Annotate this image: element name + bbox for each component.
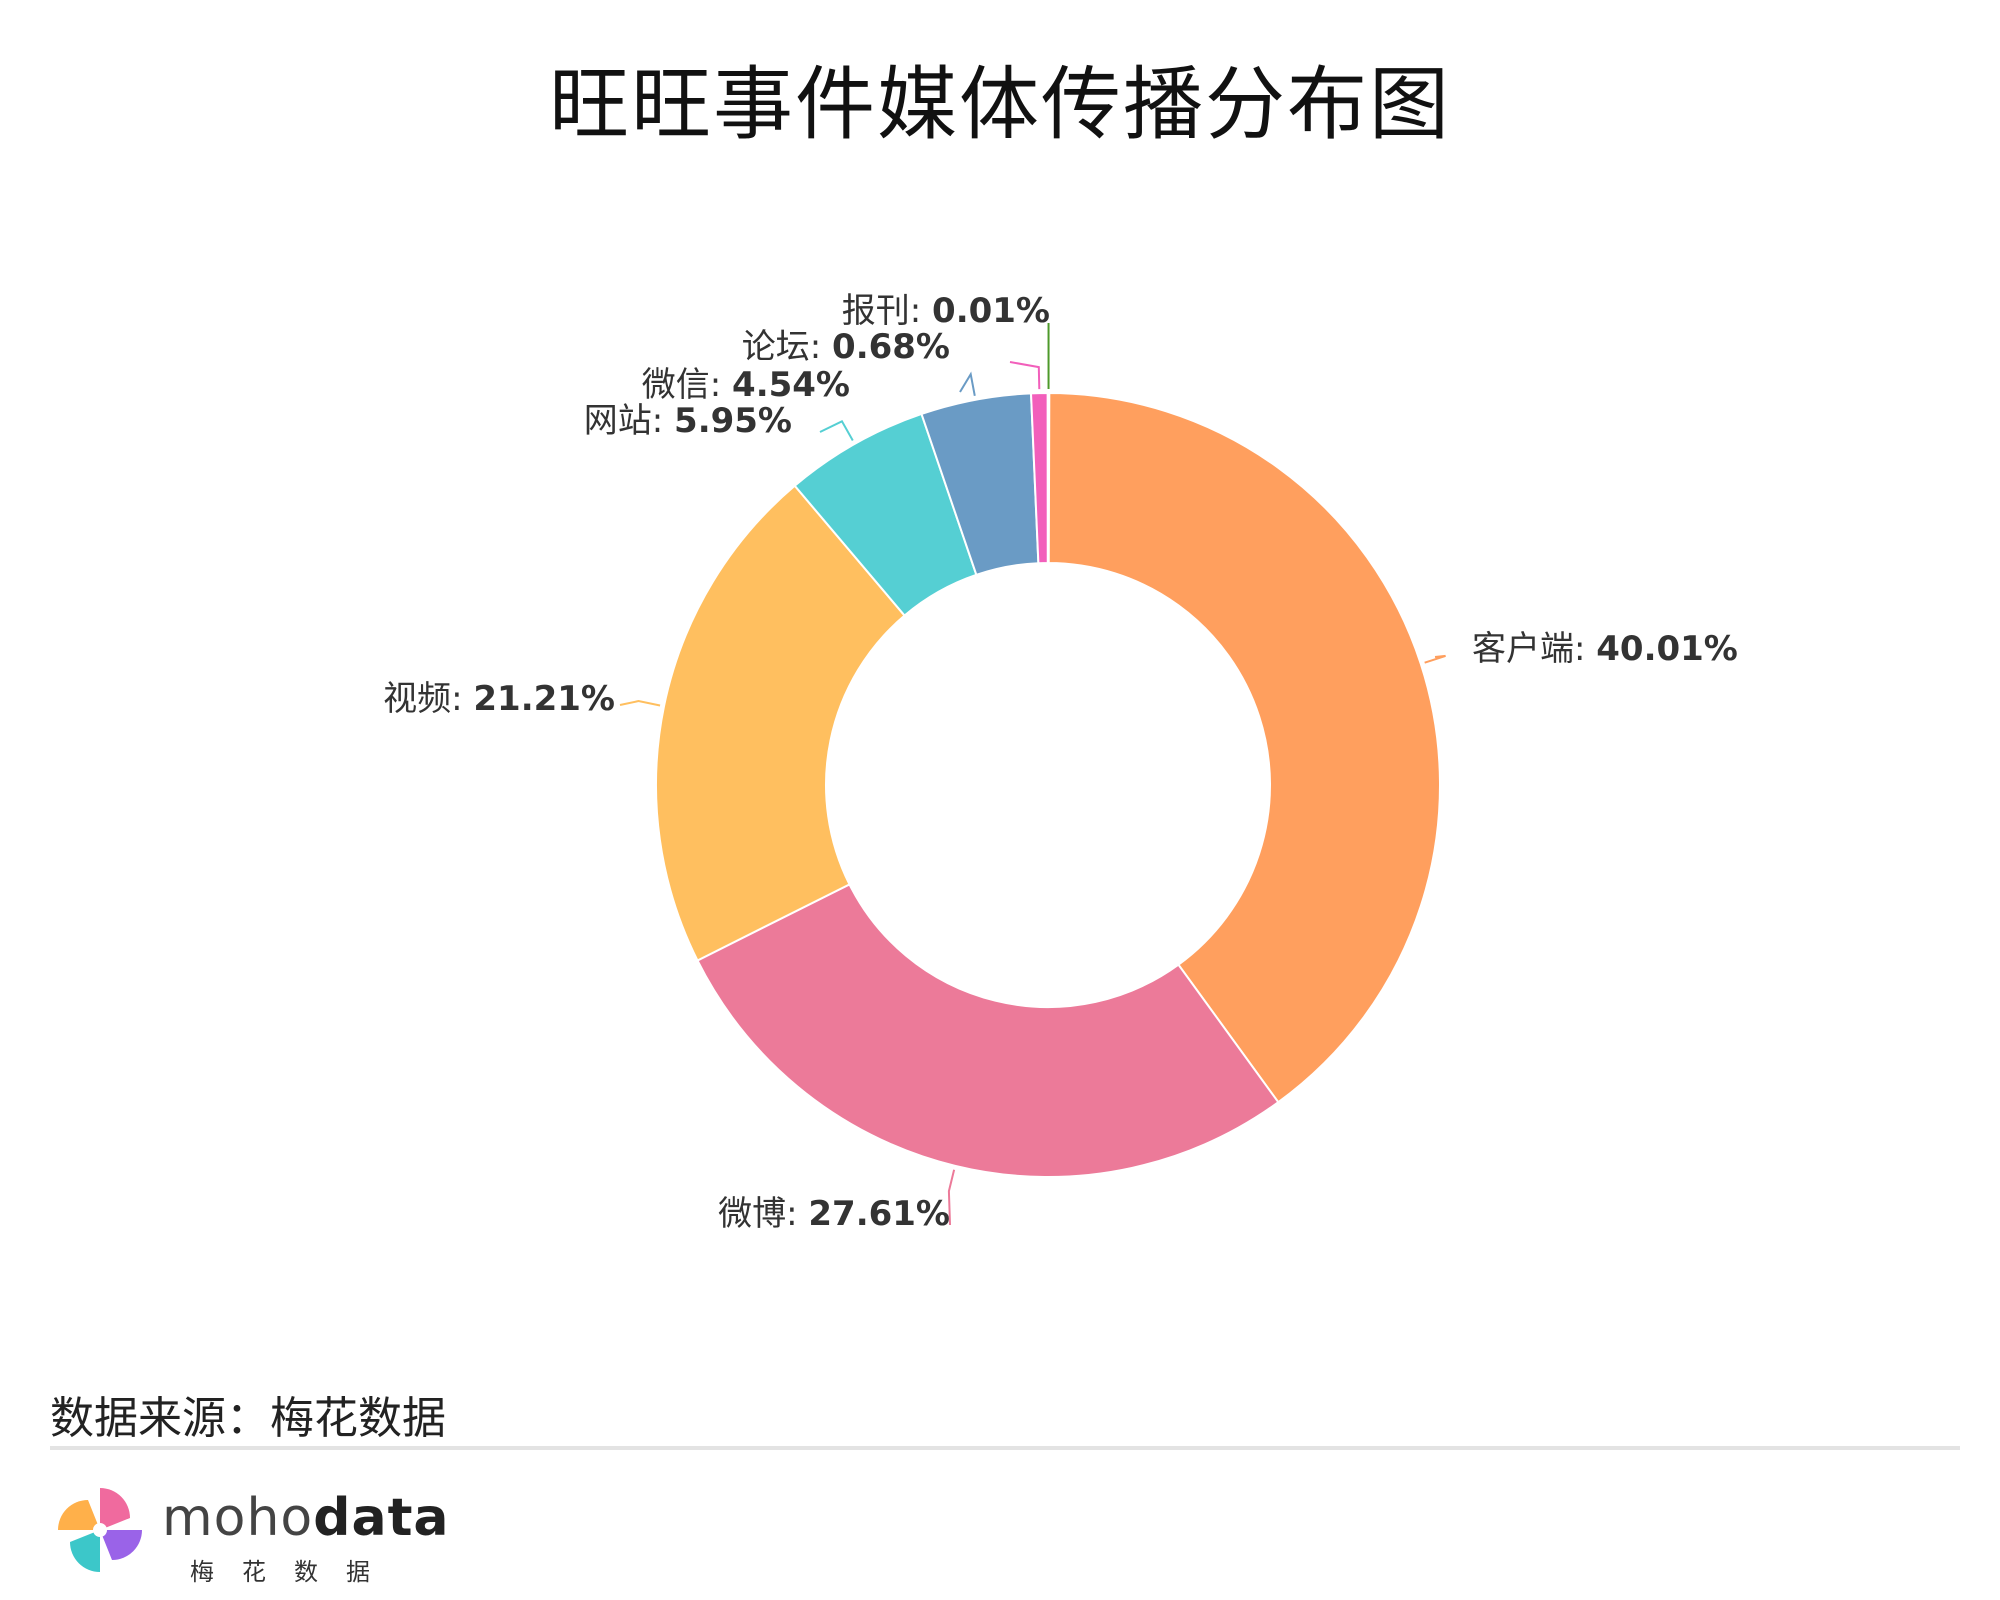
leader-line-论坛 bbox=[1009, 361, 1041, 390]
leader-line-微博 bbox=[947, 1169, 956, 1226]
slice-报刊 bbox=[1046, 391, 1051, 565]
slice-label-微信: 微信: 4.54% bbox=[642, 365, 850, 405]
slice-label-value: 21.21% bbox=[473, 679, 615, 719]
slices-layer bbox=[655, 391, 1441, 1178]
brand-word-bold: data bbox=[313, 1488, 450, 1548]
slice-label-网站: 网站: 5.95% bbox=[584, 401, 792, 441]
slice-label-论坛: 论坛: 0.68% bbox=[742, 327, 950, 367]
footer-divider bbox=[50, 1446, 1960, 1450]
brand-subtitle: 梅花数据 bbox=[190, 1558, 398, 1586]
slice-label-name: 微信: bbox=[642, 365, 732, 405]
leader-line-微信 bbox=[959, 371, 976, 397]
brand-wordmark: mohodata bbox=[162, 1488, 450, 1548]
brand-word-light: moho bbox=[162, 1488, 314, 1548]
pinwheel-logo-icon bbox=[58, 1488, 142, 1572]
leader-line-视频 bbox=[619, 700, 661, 707]
brand-block: mohodata 梅花数据 bbox=[50, 1480, 470, 1590]
slice-label-name: 报刊: bbox=[842, 291, 932, 331]
slice-label-value: 4.54% bbox=[732, 365, 850, 405]
slice-label-微博: 微博: 27.61% bbox=[718, 1194, 950, 1234]
slice-label-value: 5.95% bbox=[674, 401, 792, 441]
slice-label-name: 客户端: bbox=[1472, 629, 1596, 669]
slice-客户端 bbox=[1047, 391, 1441, 1104]
leader-lines-layer bbox=[619, 323, 1446, 1226]
slice-label-value: 0.68% bbox=[832, 327, 950, 367]
slice-label-报刊: 报刊: 0.01% bbox=[842, 291, 1050, 331]
chart-title: 旺旺事件媒体传播分布图 bbox=[549, 58, 1451, 151]
slice-label-name: 视频: bbox=[383, 679, 473, 719]
slice-label-name: 微博: bbox=[718, 1194, 808, 1234]
slice-label-视频: 视频: 21.21% bbox=[383, 679, 615, 719]
slice-视频 bbox=[655, 484, 906, 962]
slice-label-name: 网站: bbox=[584, 401, 674, 441]
data-source-note: 数据来源：梅花数据 bbox=[50, 1393, 446, 1444]
slice-label-name: 论坛: bbox=[742, 327, 832, 367]
slice-label-value: 40.01% bbox=[1596, 629, 1738, 669]
slice-label-客户端: 客户端: 40.01% bbox=[1472, 629, 1738, 669]
labels-layer: 客户端: 40.01% 微博: 27.61% 视频: 21.21% 网站: 5.95%… bbox=[383, 291, 1738, 1234]
slice-label-value: 27.61% bbox=[808, 1194, 950, 1234]
slice-微博 bbox=[696, 883, 1280, 1178]
leader-line-客户端 bbox=[1424, 654, 1446, 664]
slice-label-value: 0.01% bbox=[932, 291, 1050, 331]
leader-line-网站 bbox=[819, 420, 854, 441]
